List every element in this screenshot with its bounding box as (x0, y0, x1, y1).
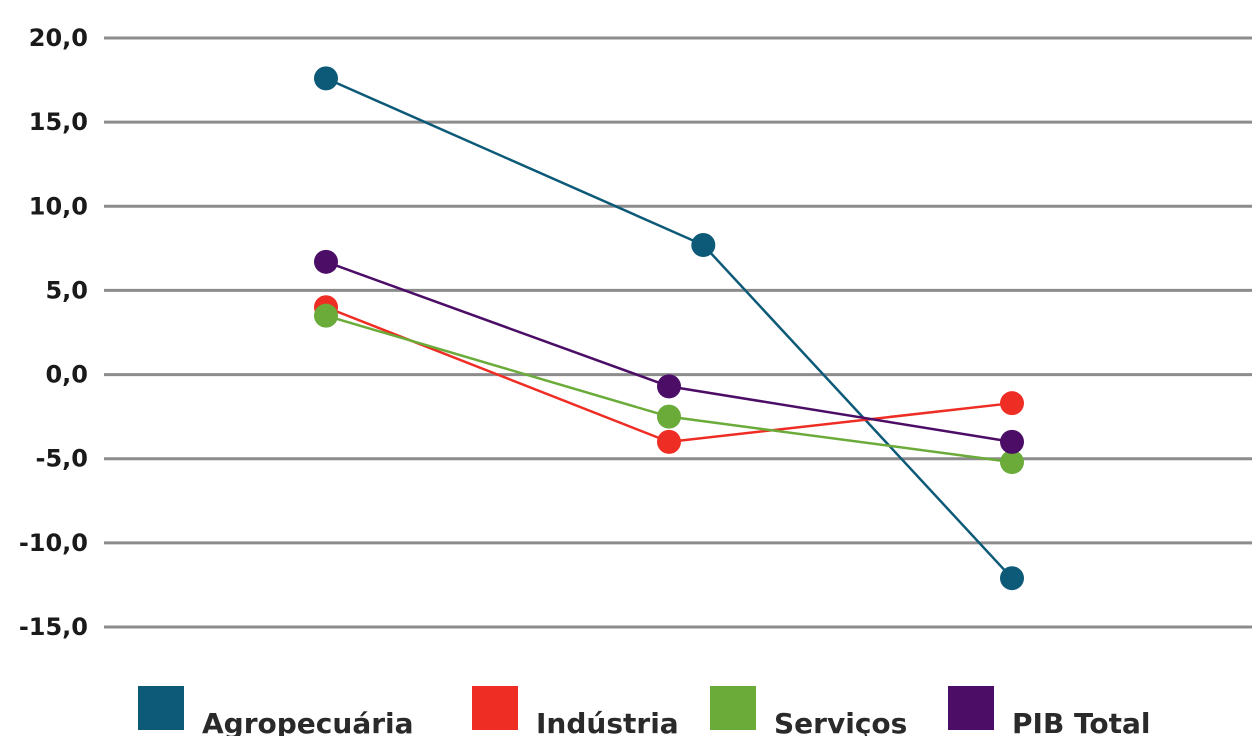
y-tick-label: -5,0 (36, 445, 88, 473)
y-tick-label: 15,0 (29, 108, 88, 136)
series-lines (325, 77, 1013, 580)
legend-swatch (710, 686, 756, 730)
series-points (314, 66, 1024, 591)
y-tick-label: -10,0 (19, 529, 88, 557)
data-point (657, 404, 681, 429)
legend-label: Indústria (536, 707, 679, 736)
y-tick-label: 5,0 (45, 276, 88, 304)
legend-swatch (472, 686, 518, 730)
gridlines (104, 36, 1252, 629)
data-point (1000, 566, 1024, 591)
y-tick-label: 0,0 (45, 361, 88, 389)
legend: Agropecuária Indústria Serviços PIB Total (138, 686, 1151, 736)
y-tick-label: 20,0 (29, 24, 88, 52)
legend-label: Serviços (774, 707, 907, 736)
data-point (314, 66, 338, 91)
data-point (1000, 429, 1024, 454)
data-point (657, 374, 681, 399)
series-line-1 (325, 77, 1013, 580)
y-axis-tick-labels: 20,0 15,0 10,0 5,0 0,0 -5,0 -10,0 -15,0 (19, 24, 88, 641)
data-point (691, 232, 716, 257)
legend-label: PIB Total (1012, 707, 1151, 736)
data-point (1000, 391, 1024, 416)
data-point (314, 249, 338, 274)
legend-label: Agropecuária (202, 707, 414, 736)
y-tick-label: 10,0 (29, 192, 88, 220)
data-point (1000, 450, 1024, 475)
legend-swatch (948, 686, 994, 730)
legend-swatch (138, 686, 184, 730)
data-point (314, 303, 338, 328)
data-point (657, 429, 681, 454)
y-tick-label: -15,0 (19, 613, 88, 641)
